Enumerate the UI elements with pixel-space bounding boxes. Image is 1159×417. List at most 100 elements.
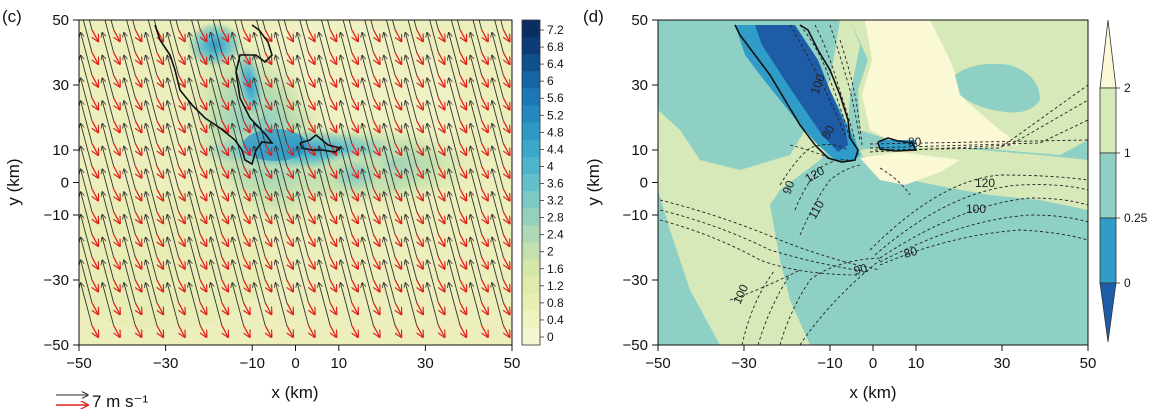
wind-arrow-black — [146, 101, 158, 144]
wind-arrow-black — [81, 260, 93, 303]
wind-arrow-black — [189, 33, 201, 76]
wind-arrow-red — [307, 52, 314, 65]
colorbar-swatch — [522, 20, 540, 38]
wind-arrow-black — [124, 78, 136, 121]
wind-arrow-red — [134, 256, 141, 269]
wind-arrow-red — [394, 74, 401, 87]
wind-arrow-black — [427, 192, 439, 235]
wind-arrow-red — [307, 279, 314, 292]
wind-arrow-red — [459, 29, 466, 42]
wind-arrow-red — [286, 302, 293, 315]
wind-arrow-red — [113, 188, 120, 201]
wind-arrow-black — [449, 55, 461, 99]
wind-arrow-black — [449, 146, 461, 190]
wind-arrow-black — [210, 192, 223, 235]
colorbar-label: 4.4 — [547, 142, 564, 156]
wind-arrow-black — [384, 101, 396, 144]
wind-arrow-red — [286, 74, 293, 87]
colorbar-label: 1 — [1124, 146, 1131, 160]
colorbar-swatch — [522, 37, 540, 55]
colorbar-swatch — [522, 54, 540, 72]
contour-label: 80 — [818, 123, 837, 142]
wind-arrow-red — [221, 97, 228, 110]
wind-arrow-red — [481, 52, 488, 65]
wind-arrow-black — [362, 101, 374, 144]
colorbar-swatch — [522, 276, 540, 295]
wind-arrow-red — [199, 29, 206, 42]
wind-arrow-black — [449, 237, 461, 281]
wind-arrow-black — [435, 20, 439, 30]
wind-arrow-black — [500, 20, 504, 30]
wind-arrow-black — [104, 20, 115, 53]
wind-arrow-red — [134, 97, 141, 110]
wind-arrow-black — [340, 169, 353, 212]
wind-arrow-red — [91, 211, 98, 224]
wind-arrow-black — [362, 78, 374, 121]
wind-arrow-red — [416, 165, 423, 178]
wind-arrow-red — [242, 188, 250, 201]
wind-arrow-black — [124, 192, 136, 235]
wind-arrow-black — [102, 260, 115, 303]
wind-arrow-red — [178, 52, 185, 65]
wind-arrow-red — [416, 279, 423, 292]
wind-arrow-red — [351, 143, 358, 156]
x-tick-label: 10 — [908, 355, 925, 372]
wind-arrow-black — [470, 283, 483, 326]
wind-arrow-red — [134, 143, 141, 156]
wind-arrow-red — [178, 325, 185, 338]
wind-arrow-black — [232, 192, 244, 235]
wind-arrow-red — [372, 325, 379, 338]
wind-arrow-black — [197, 20, 201, 30]
colorbar-label: 1.2 — [547, 279, 564, 293]
wind-arrow-red — [307, 165, 314, 178]
wind-arrow-black — [470, 101, 483, 144]
wind-arrow-black — [210, 146, 223, 190]
wind-arrow-black — [254, 33, 266, 76]
wind-arrow-black — [102, 169, 115, 212]
wind-arrow-red — [459, 279, 466, 292]
wind-arrow-black — [362, 146, 374, 190]
wind-arrow-black — [275, 192, 288, 235]
contour-label: 100 — [808, 72, 828, 96]
wind-arrow-red — [481, 97, 488, 110]
wind-arrow-black — [449, 124, 461, 167]
contour-label: 120 — [975, 176, 995, 190]
wind-arrow-red — [329, 188, 336, 201]
wind-arrow-black — [319, 33, 331, 76]
wind-arrow-red — [134, 188, 141, 201]
wind-arrow-black — [319, 124, 331, 167]
wind-arrow-red — [502, 279, 509, 292]
wind-arrow-black — [384, 33, 396, 76]
wind-arrow-red — [351, 279, 358, 292]
wind-arrow-red — [437, 188, 444, 201]
wind-arrow-red — [351, 302, 358, 315]
wind-arrow-red — [351, 325, 358, 338]
colorbar-extend-top — [1099, 19, 1117, 89]
wind-arrow-red — [416, 234, 423, 247]
wind-arrow-black — [191, 20, 201, 53]
wind-arrow-black — [492, 260, 504, 303]
colorbar-swatch — [522, 208, 540, 226]
y-tick-label: 50 — [52, 12, 69, 29]
wind-arrow-black — [275, 33, 288, 76]
wind-arrow-black — [405, 33, 418, 76]
wind-arrow-black — [470, 260, 483, 303]
wind-arrow-black — [492, 146, 504, 190]
wind-arrow-red — [351, 29, 358, 42]
wind-arrow-black — [362, 260, 374, 303]
wind-arrow-black — [189, 260, 201, 303]
wind-arrow-black — [362, 169, 374, 212]
wind-arrow-black — [340, 101, 353, 144]
vector-legend: 7 m s⁻¹ — [56, 392, 149, 411]
wind-arrow-black — [275, 283, 288, 326]
wind-arrow-red — [459, 188, 466, 201]
wind-arrow-black — [189, 124, 201, 167]
wind-arrow-black — [110, 20, 115, 30]
wind-arrow-black — [167, 260, 180, 303]
wind-arrow-red — [351, 97, 358, 110]
wind-arrow-red — [372, 211, 379, 224]
wind-arrow-black — [153, 20, 158, 30]
wind-arrow-red — [221, 325, 228, 338]
wind-arrow-black — [81, 55, 93, 99]
colorbar-label: 0.25 — [1124, 211, 1148, 225]
